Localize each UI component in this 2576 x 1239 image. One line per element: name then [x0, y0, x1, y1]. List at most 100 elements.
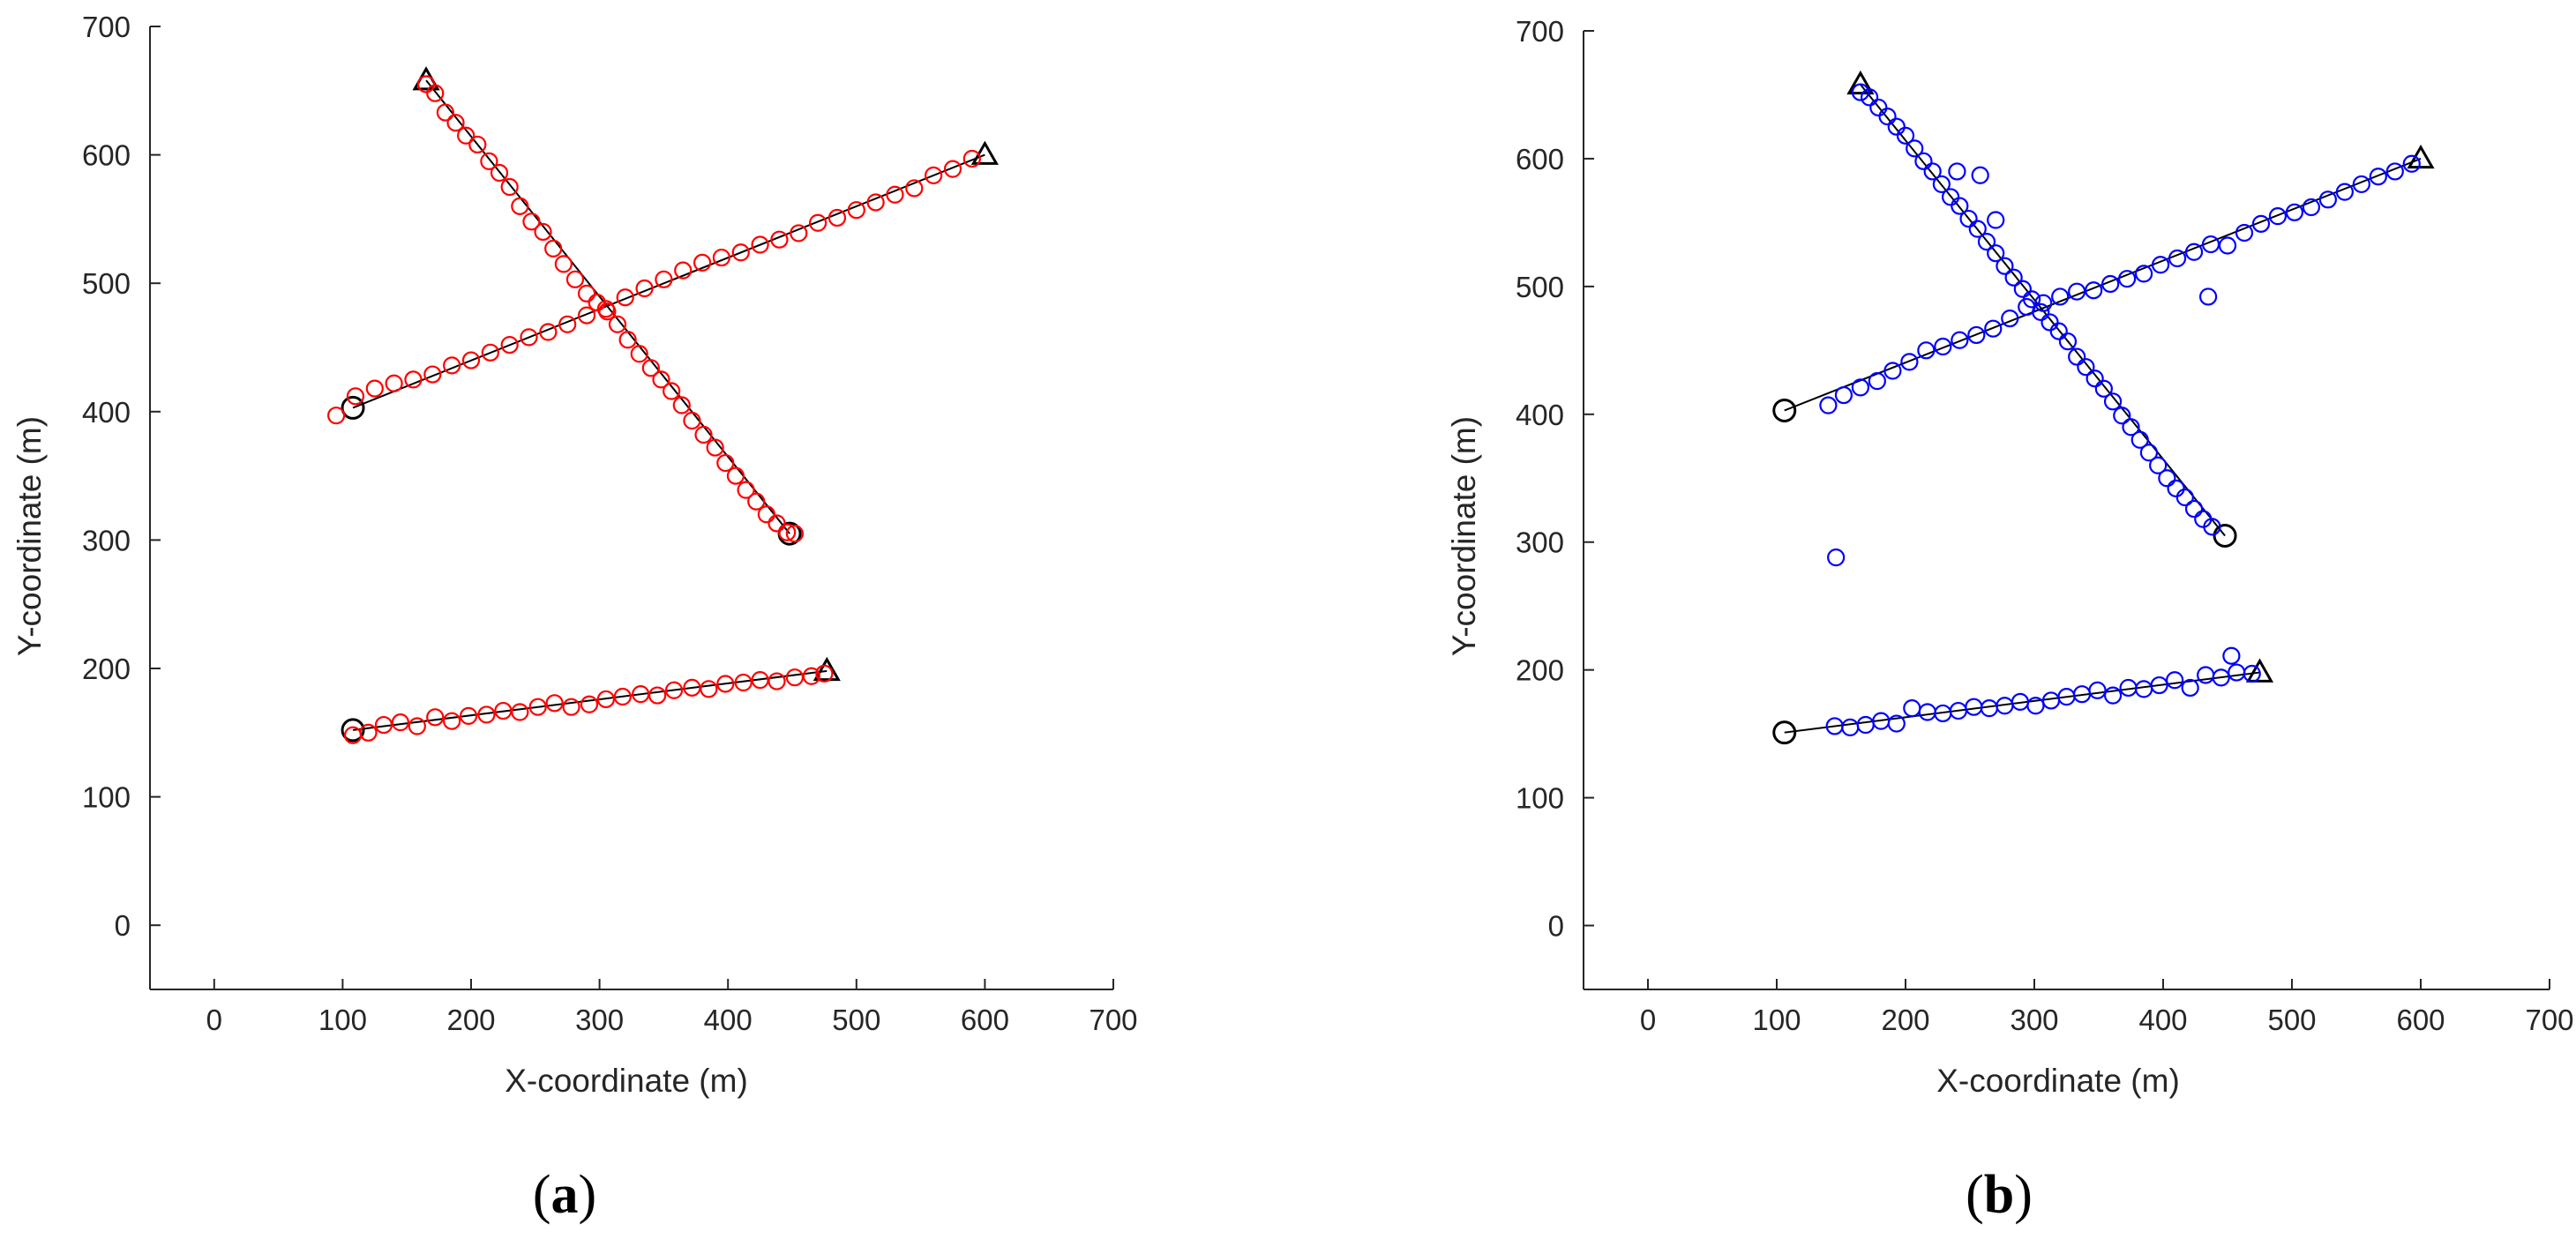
panel-b-series-3 [1825, 663, 2261, 736]
panel-b-y-tick-label: 0 [1548, 910, 1564, 943]
panel-a-estimate-point [616, 288, 634, 307]
panel-b-estimate-point [1934, 337, 1952, 356]
panel-a-estimate-point [770, 230, 789, 249]
panel-b-label-letter: b [1984, 1165, 2014, 1225]
panel-b-y-tick-label: 300 [1516, 526, 1564, 559]
panel-b-estimate-point [2118, 270, 2137, 288]
panel-b-estimate-point [1965, 698, 1983, 716]
panel-a-estimate-point [500, 335, 519, 355]
panel-a-estimate-point [712, 248, 731, 267]
panel-b-trajectory-end-1 [2407, 144, 2435, 169]
panel-a-estimate-point [580, 695, 599, 713]
panel-b-label: (b) [1966, 1165, 2033, 1225]
panel-b-estimate-point [1887, 714, 1906, 733]
panel-a-x-tick-label: 100 [318, 1004, 367, 1036]
panel-b-estimate-point [2032, 302, 2050, 321]
panel-a-estimate-point [544, 239, 563, 258]
panel-b-x-tick-label: 0 [1640, 1004, 1656, 1036]
panel-a-estimate-point [716, 675, 735, 693]
panel-a-series-3 [343, 664, 834, 744]
panel-a-x-tick-label: 300 [575, 1004, 624, 1036]
panel-a-trajectory-end-3 [812, 656, 841, 682]
panel-a-y-tick-label: 0 [115, 909, 131, 942]
panel-b-estimate-point [2094, 379, 2113, 398]
panel-a-estimate-point [827, 208, 847, 228]
panel-a-y-tick-label: 300 [82, 524, 131, 556]
panel-a-label: (a) [533, 1165, 596, 1225]
panel-a-estimate-point [461, 351, 481, 369]
panel-b-estimate-point [1841, 718, 1860, 736]
panel-b-trajectory-end-2 [1846, 70, 1875, 95]
panel-a-estimate-point [404, 370, 423, 389]
panel-a-estimate-point [565, 270, 585, 288]
panel-a-trajectory-start-3 [341, 718, 365, 743]
panel-a-estimate-point [683, 411, 701, 430]
panel-a-estimate-point [522, 213, 541, 231]
panel-a-axes [149, 26, 1114, 990]
panel-a-estimate-point [365, 379, 384, 398]
panel-b-estimate-point [2228, 663, 2246, 682]
panel-b-x-tick-label: 500 [2267, 1004, 2316, 1036]
panel-b-estimate-point [1851, 83, 1869, 101]
panel-a-estimate-point [528, 698, 547, 716]
panel-a-estimate-point [943, 160, 962, 178]
panel-a-y-tick-label: 600 [82, 139, 131, 172]
panel-a-estimate-point [785, 668, 805, 687]
panel-a-estimate-point [734, 673, 753, 692]
panel-a-estimate-point [731, 243, 750, 262]
panel-b-y-tick-label: 600 [1516, 143, 1564, 175]
panel-b-estimate-point [1984, 319, 2003, 338]
panel-b-trajectory-start-1 [1772, 398, 1797, 422]
panel-b-trajectory-end-3 [2245, 658, 2274, 683]
panel-a-estimate-point [866, 193, 885, 212]
panel-b-estimate-point [2077, 358, 2095, 377]
panel-b-estimate-point [2001, 310, 2019, 328]
panel-b-estimate-point [1967, 325, 1986, 345]
panel-b-y-axis-label: Y-coordinate (m) [1446, 416, 1482, 656]
panel-b-y-tick-label: 100 [1516, 782, 1564, 815]
panel-a-estimate-point [443, 356, 461, 375]
panel-b-estimate-point [1968, 220, 1987, 238]
panel-b-estimate-point [1959, 209, 1978, 228]
panel-a-estimate-point [778, 523, 797, 541]
panel-b-estimate-point [1918, 703, 1936, 721]
panel-a-estimate-point [511, 703, 529, 721]
panel-a-estimate-point [423, 365, 442, 384]
panel-b-estimate-point [2218, 236, 2237, 255]
panel-a-y-tick-label: 500 [82, 267, 131, 300]
panel-a-estimate-point [500, 177, 519, 197]
panel-a-estimate-point [598, 302, 617, 321]
panel-b-estimate-point [2022, 290, 2041, 309]
panel-a-estimate-point [459, 706, 478, 725]
panel-b-estimate-point [1971, 166, 1989, 184]
panel-b-estimate-point [1980, 699, 1998, 718]
panel-a-estimate-point [613, 687, 632, 706]
panel-a-estimate-point [618, 331, 637, 349]
panel-b-estimate-point [2402, 154, 2421, 173]
panel-a-estimate-point [577, 306, 596, 325]
panel-a-estimate-point [706, 438, 724, 457]
panel-a-x-tick-label: 200 [446, 1004, 495, 1036]
panel-a-estimate-point [545, 694, 564, 713]
panel-b-estimate-point [2041, 691, 2061, 710]
panel-a-estimate-point [596, 690, 615, 709]
panel-b-estimate-point [2243, 664, 2261, 683]
panel-b-x-axis-label: X-coordinate (m) [1936, 1063, 2180, 1099]
panel-b-estimate-point [2251, 214, 2271, 233]
panel-a-estimate-point [539, 323, 558, 341]
panel-a-estimate-point [558, 315, 577, 333]
panel-b-estimate-point [1834, 385, 1853, 405]
panel-b-estimate-point [1851, 378, 1869, 397]
panel-b-estimate-point [2158, 469, 2176, 488]
panel-b-estimate-point [2175, 488, 2194, 507]
panel-b-estimate-point [1856, 715, 1875, 735]
panel-b-estimate-point [2103, 392, 2123, 411]
panel-a-estimate-point [385, 374, 403, 392]
panel-a-estimate-point [648, 686, 667, 705]
panel-a-estimate-point [768, 514, 786, 533]
panel-b-estimate-point [1906, 139, 1924, 158]
panel-b-trajectories [1772, 70, 2435, 745]
panel-b-estimate-point [2034, 294, 2053, 312]
panel-a-estimate-point [457, 126, 476, 145]
panel-b-estimate-point [2149, 456, 2168, 474]
